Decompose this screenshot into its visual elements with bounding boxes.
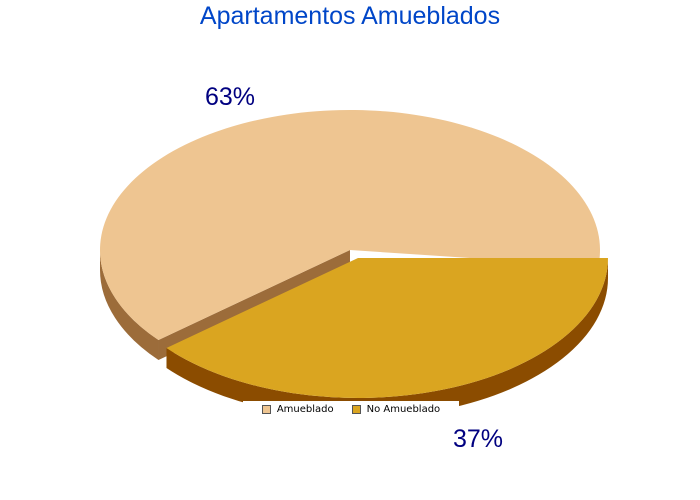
data-label-amueblado: 63%: [205, 83, 255, 111]
chart-title: Apartamentos Amueblados: [199, 2, 501, 30]
legend-label-amueblado: Amueblado: [276, 404, 334, 415]
legend-item-amueblado: Amueblado: [261, 404, 334, 415]
data-label-no-amueblado: 37%: [453, 425, 503, 453]
legend-item-no-amueblado: No Amueblado: [351, 404, 441, 415]
slice-amueblado: [100, 110, 601, 340]
legend-label-no-amueblado: No Amueblado: [366, 404, 441, 415]
legend-swatch-amueblado: [261, 405, 271, 414]
legend-swatch-no-amueblado: [351, 405, 361, 414]
slice-no-amueblado: [166, 258, 608, 398]
slice-no-amueblado-side: [166, 258, 608, 418]
legend: Amueblado No Amueblado: [243, 401, 459, 418]
slice-amueblado-side: [100, 250, 159, 360]
